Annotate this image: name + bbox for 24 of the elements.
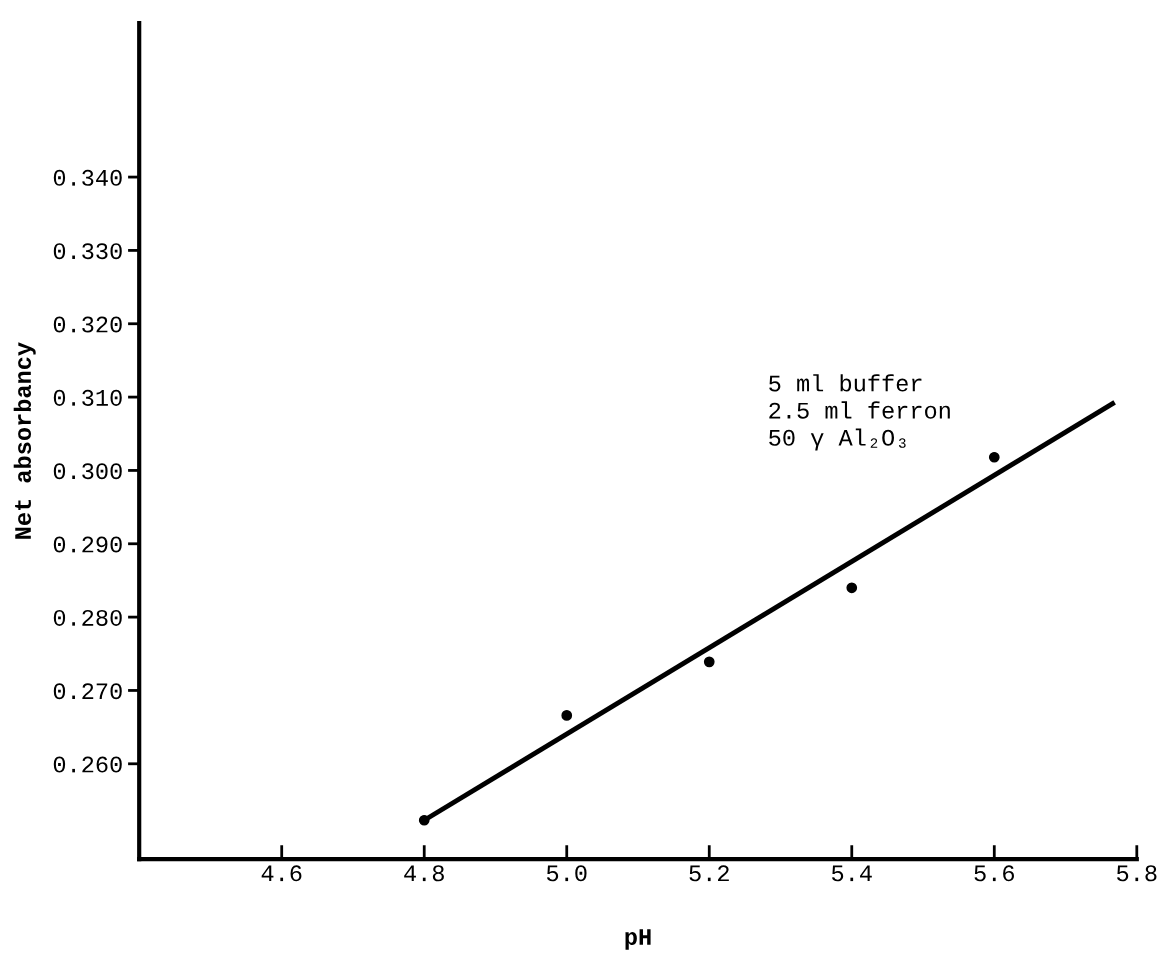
point: [846, 582, 858, 594]
y-tick-label: 0.330: [53, 243, 122, 260]
annotation: 5 ml buffer 2.5 ml ferron 50 γ Al₂O₃: [769, 374, 950, 451]
point: [418, 814, 430, 826]
y-tick-label: 0.340: [53, 169, 122, 186]
x-tick-label: 5.2: [689, 865, 729, 882]
x-tick-label: 5.6: [974, 865, 1014, 882]
y-tick-label: 0.290: [53, 536, 122, 553]
x-axis-title: pH: [625, 929, 651, 950]
y-tick-label: 0.320: [53, 316, 122, 333]
y-axis-title: Net absorbancy: [13, 342, 36, 539]
y-tick-label: 0.270: [53, 683, 122, 700]
x-tick-label: 4.8: [404, 865, 444, 882]
x-tick-label: 5.0: [546, 865, 587, 882]
y-tick-label: 0.280: [53, 609, 122, 626]
y-tick-label: 0.300: [53, 463, 122, 480]
point: [561, 710, 573, 721]
x-tick-label: 5.8: [1117, 865, 1157, 882]
point: [988, 451, 1000, 463]
x-tick-label: 5.4: [831, 865, 872, 882]
x-tick-label: 4.6: [261, 865, 302, 882]
point: [703, 656, 715, 668]
y-tick-label: 0.310: [53, 389, 122, 406]
y-tick-label: 0.260: [53, 756, 122, 773]
